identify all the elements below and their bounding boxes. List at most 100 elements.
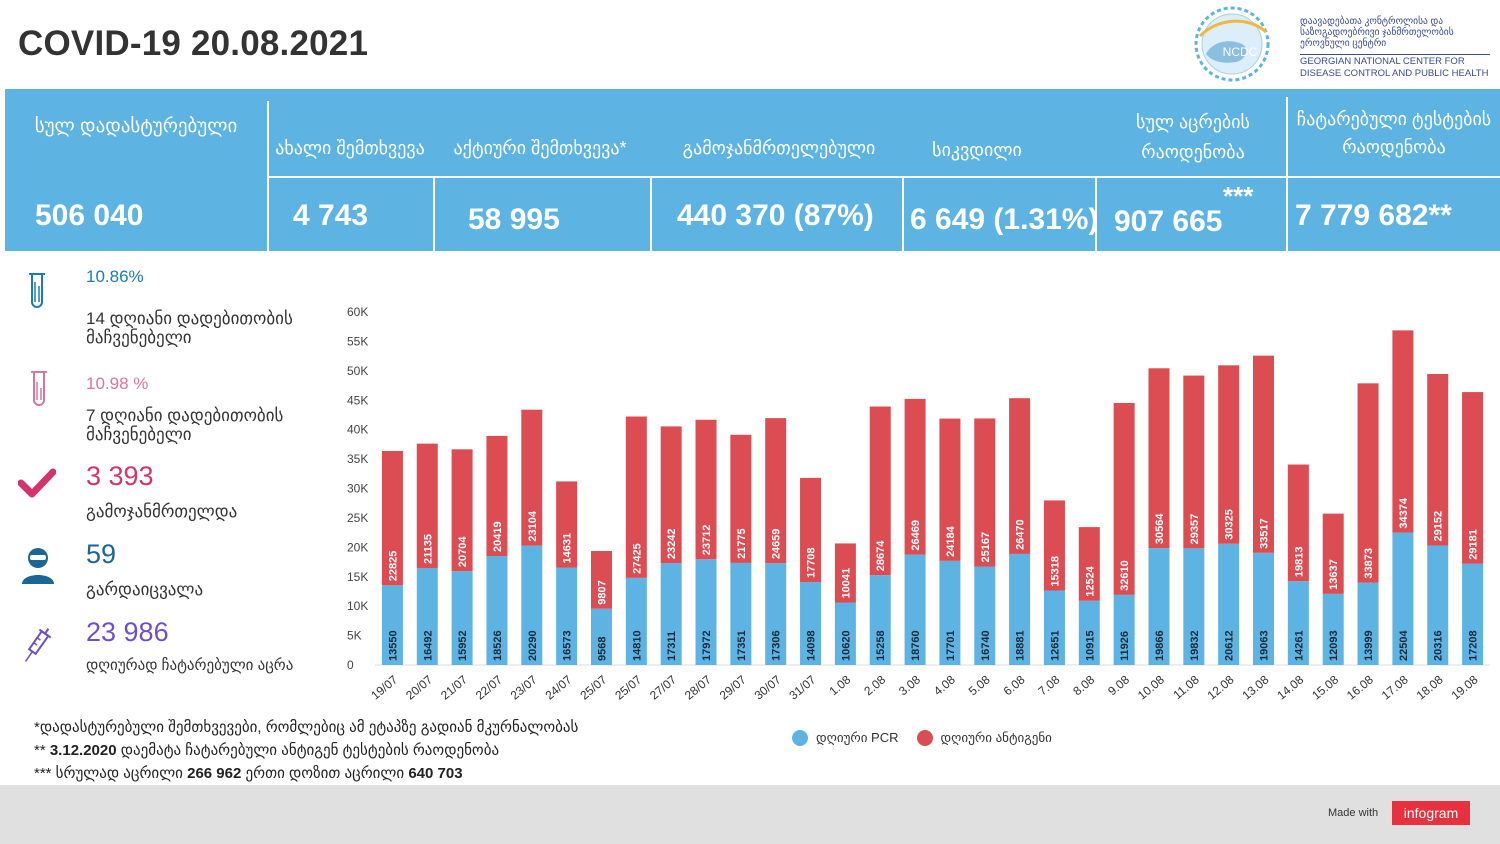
data-label-pcr: 22504 bbox=[1398, 630, 1410, 661]
y-tick-label: 20K bbox=[347, 540, 368, 554]
bar-antigen bbox=[486, 435, 508, 557]
y-tick-label: 45K bbox=[347, 393, 368, 407]
x-tick-label: 25/07 bbox=[612, 672, 644, 702]
data-label-antigen: 23712 bbox=[701, 525, 713, 556]
footnote-date: 3.12.2020 bbox=[49, 742, 117, 759]
bar-pcr bbox=[625, 577, 647, 665]
x-tick-label: 25/07 bbox=[577, 672, 609, 702]
legend-swatch-antigen bbox=[916, 730, 933, 746]
data-label-antigen: 29181 bbox=[1468, 529, 1480, 560]
data-label-pcr: 17351 bbox=[736, 630, 748, 661]
data-label-antigen: 9807 bbox=[596, 580, 608, 604]
bar-pcr bbox=[1218, 543, 1240, 665]
person-icon bbox=[22, 548, 54, 584]
bar-pcr bbox=[939, 560, 961, 665]
bar-pcr bbox=[1462, 563, 1484, 665]
bar-pcr bbox=[695, 559, 717, 665]
data-label-pcr: 15258 bbox=[875, 630, 887, 661]
bar-antigen bbox=[1009, 398, 1031, 554]
y-tick-label: 50K bbox=[347, 364, 368, 378]
divider bbox=[1286, 97, 1288, 251]
tests-value: 7 779 682** bbox=[1295, 199, 1452, 232]
data-label-pcr: 11926 bbox=[1119, 631, 1131, 661]
data-label-pcr: 12651 bbox=[1049, 630, 1061, 661]
total-confirmed-value: 506 040 bbox=[35, 199, 144, 232]
bar-pcr bbox=[1357, 582, 1379, 665]
bar-antigen bbox=[904, 398, 926, 555]
data-label-pcr: 15952 bbox=[457, 630, 469, 661]
bar-antigen bbox=[974, 418, 996, 567]
y-tick-label: 60K bbox=[347, 305, 368, 319]
bar-pcr bbox=[381, 585, 403, 665]
data-label-pcr: 13550 bbox=[387, 630, 399, 661]
y-tick-label: 30K bbox=[347, 482, 368, 496]
recovered-today-value: 3 393 bbox=[86, 461, 154, 491]
x-tick-label: 4.08 bbox=[931, 672, 958, 698]
bar-pcr bbox=[590, 608, 612, 665]
x-tick-label: 18.08 bbox=[1414, 672, 1446, 702]
bar-pcr bbox=[765, 563, 787, 665]
bar-pcr bbox=[834, 602, 856, 665]
x-tick-label: 13.08 bbox=[1239, 672, 1271, 702]
bar-pcr bbox=[800, 582, 822, 665]
bar-antigen bbox=[381, 450, 403, 586]
legend-item-antigen: დღიური ანტიგენი bbox=[916, 730, 1052, 746]
y-tick-label: 35K bbox=[347, 452, 368, 466]
bar-antigen bbox=[416, 443, 438, 568]
data-label-antigen: 21775 bbox=[736, 528, 748, 559]
data-label-pcr: 20316 bbox=[1433, 630, 1445, 661]
bar-pcr bbox=[1009, 553, 1031, 665]
x-tick-label: 5.08 bbox=[966, 672, 993, 698]
bar-pcr bbox=[1322, 593, 1344, 665]
bar-pcr bbox=[486, 556, 508, 665]
data-label-antigen: 20419 bbox=[492, 521, 504, 552]
footnote-text: ერთი დოზით აცრილი bbox=[241, 765, 409, 782]
data-label-antigen: 21135 bbox=[422, 534, 434, 564]
divider bbox=[267, 101, 269, 251]
bar-pcr bbox=[730, 562, 752, 665]
bar-antigen bbox=[1287, 464, 1309, 582]
footnote-vaccination: *** სრულად აცრილი 266 962 ერთი დოზით აცრ… bbox=[34, 762, 578, 785]
bar-antigen bbox=[939, 418, 961, 561]
data-label-pcr: 13999 bbox=[1363, 630, 1375, 661]
bar-antigen bbox=[556, 481, 578, 568]
x-tick-label: 31/07 bbox=[786, 672, 818, 702]
data-label-pcr: 10915 bbox=[1084, 630, 1096, 661]
data-label-pcr: 17306 bbox=[771, 630, 783, 661]
footnote-text: დაემატა ჩატარებული ანტიგენ ტესტების რაოდ… bbox=[116, 742, 500, 759]
positivity-14-label: 14 დღიანი დადებითობის მაჩვენებელი bbox=[86, 309, 293, 347]
data-label-antigen: 12524 bbox=[1084, 565, 1096, 596]
x-tick-label: 8.08 bbox=[1070, 672, 1097, 698]
bar-antigen bbox=[521, 409, 543, 546]
x-tick-label: 20/07 bbox=[403, 672, 435, 702]
data-label-antigen: 15318 bbox=[1049, 556, 1061, 587]
data-label-antigen: 29152 bbox=[1433, 511, 1445, 542]
positivity-14-value: 10.86% bbox=[86, 267, 144, 286]
x-tick-label: 23/07 bbox=[508, 672, 540, 702]
infogram-logo[interactable]: infogram bbox=[1392, 801, 1470, 825]
vaccinations-value: 907 665 bbox=[1114, 205, 1223, 238]
positivity-7-value: 10.98 % bbox=[86, 374, 149, 393]
page-title: COVID-19 20.08.2021 bbox=[18, 24, 369, 63]
y-tick-label: 0 bbox=[347, 658, 354, 672]
x-tick-label: 21/07 bbox=[438, 672, 470, 702]
vaccinations-footnote-marker: *** bbox=[1223, 181, 1254, 211]
bar-pcr bbox=[1287, 581, 1309, 665]
data-label-pcr: 9568 bbox=[596, 637, 608, 661]
bar-antigen bbox=[660, 426, 682, 564]
test-tube-icon bbox=[29, 273, 45, 308]
bar-pcr bbox=[556, 567, 578, 665]
footnote-marker: ** bbox=[34, 742, 50, 759]
y-tick-label: 55K bbox=[347, 334, 368, 348]
data-label-pcr: 18881 bbox=[1015, 630, 1027, 661]
bar-antigen bbox=[1183, 375, 1205, 549]
bar-antigen bbox=[695, 419, 717, 560]
y-tick-label: 15K bbox=[347, 570, 368, 584]
bar-pcr bbox=[1427, 545, 1449, 665]
bar-antigen bbox=[625, 416, 647, 578]
bar-pcr bbox=[869, 575, 891, 665]
positivity-7-label: 7 დღიანი დადებითობის მაჩვენებელი bbox=[86, 406, 284, 444]
legend-label-antigen: დღიური ანტიგენი bbox=[940, 730, 1052, 745]
bar-antigen bbox=[869, 406, 891, 576]
bar-antigen bbox=[730, 434, 752, 563]
